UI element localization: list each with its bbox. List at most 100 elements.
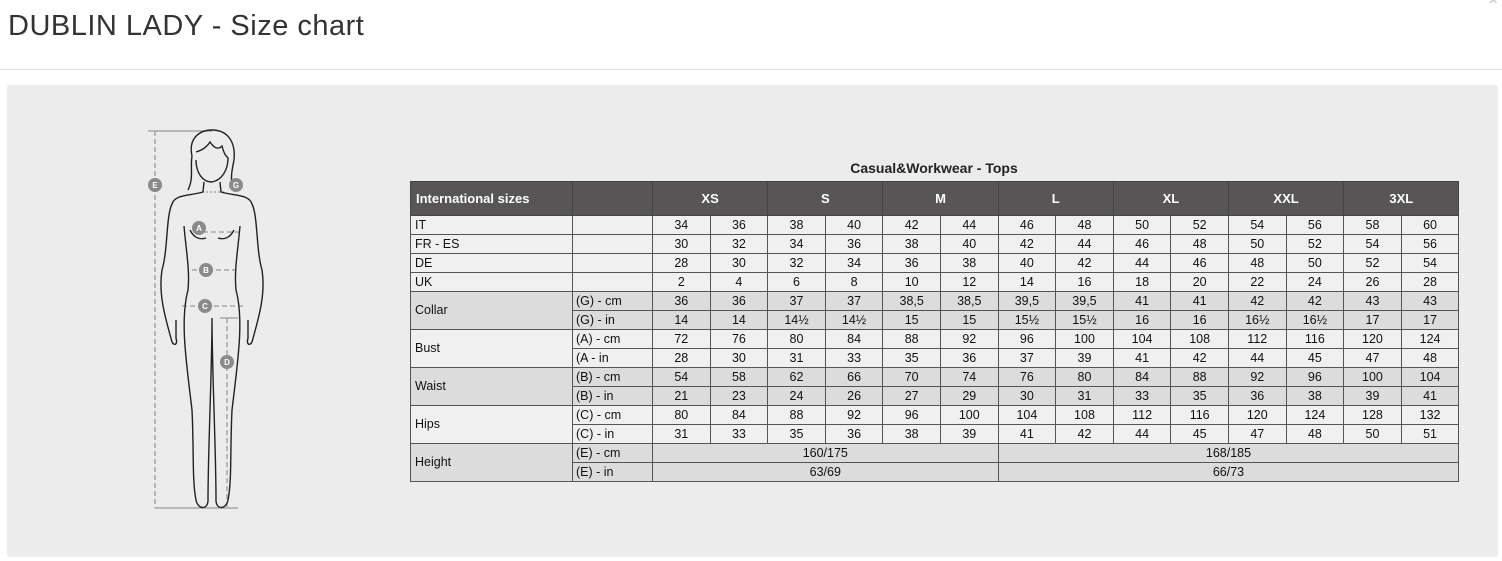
- size-value: 36: [709, 291, 769, 311]
- row-label: Bust: [410, 329, 573, 368]
- size-value: 39: [939, 424, 999, 444]
- size-value: 96: [997, 329, 1057, 349]
- size-value: 29: [939, 386, 999, 406]
- size-value: 104: [997, 405, 1057, 425]
- size-value: 48: [1227, 253, 1287, 273]
- marker-a: [192, 221, 206, 235]
- size-value: 48: [1400, 348, 1460, 368]
- size-value: 37: [767, 291, 826, 311]
- body-outline: [160, 129, 264, 509]
- row-unit: (A) - cm: [572, 329, 653, 349]
- marker-b: [199, 263, 213, 277]
- size-value: 20: [1170, 272, 1229, 292]
- size-value: 100: [1343, 367, 1402, 387]
- size-value: 26: [1343, 272, 1402, 292]
- size-value: 30: [997, 386, 1057, 406]
- size-value: 44: [1055, 234, 1114, 254]
- table-row: (E) - in 63/69 66/73: [411, 462, 1460, 482]
- size-value: 30: [652, 234, 711, 254]
- size-value: 60: [1400, 215, 1460, 235]
- row-unit: [572, 234, 653, 254]
- size-value: 47: [1343, 348, 1402, 368]
- row-unit: [572, 253, 653, 273]
- table-row: Bust (A) - cm 72 76 80 84 88 92 96 100 104 108 112 11…: [410, 329, 1460, 368]
- size-value: 40: [824, 215, 884, 235]
- size-value: 44: [1227, 348, 1287, 368]
- row-label: Collar: [410, 291, 573, 330]
- marker-e: [148, 178, 162, 192]
- size-value: 48: [1285, 424, 1345, 444]
- size-value: 112: [1227, 329, 1287, 349]
- size-value: 51: [1400, 424, 1460, 444]
- size-value: 46: [997, 215, 1057, 235]
- size-value: 100: [939, 405, 999, 425]
- height-range-value: 168/185: [997, 443, 1460, 463]
- table-row: Collar (G) - cm 36 36 37 37 38,5 38,5 39,5 39,5 41…: [410, 291, 1460, 330]
- size-value: 39: [1055, 348, 1114, 368]
- size-value: 16½: [1227, 310, 1287, 330]
- size-value: 8: [824, 272, 884, 292]
- header-international-sizes: International sizes: [410, 181, 573, 216]
- marker-d: [220, 355, 234, 369]
- size-value: 38: [882, 234, 941, 254]
- body-measurement-figure: E G A B C D: [148, 129, 264, 509]
- size-value: 84: [824, 329, 884, 349]
- size-value: 44: [1112, 253, 1172, 273]
- header-blank: [572, 181, 653, 216]
- size-table: International sizes XS S M L XL XXL 3XL IT 34 36 3…: [410, 181, 1460, 482]
- size-value: 40: [939, 234, 999, 254]
- size-value: 14: [709, 310, 769, 330]
- size-value: 36: [652, 291, 711, 311]
- header-size-l: L: [997, 181, 1114, 216]
- row-unit: (E) - cm: [572, 443, 653, 463]
- row-label: Height: [410, 443, 573, 482]
- size-value: 38: [767, 215, 826, 235]
- size-value: 15: [882, 310, 941, 330]
- size-value: 54: [1227, 215, 1287, 235]
- height-range-value: 160/175: [652, 443, 999, 463]
- size-value: 12: [939, 272, 999, 292]
- size-value: 42: [997, 234, 1057, 254]
- size-value: 58: [709, 367, 769, 387]
- size-value: 43: [1343, 291, 1402, 311]
- size-value: 88: [882, 329, 941, 349]
- svg-text:A: A: [196, 224, 202, 233]
- size-value: 47: [1227, 424, 1287, 444]
- size-value: 42: [1170, 348, 1229, 368]
- size-value: 35: [767, 424, 826, 444]
- row-unit: (B) - cm: [572, 367, 653, 387]
- size-value: 84: [1112, 367, 1172, 387]
- row-unit: [572, 272, 653, 292]
- size-value: 35: [1170, 386, 1229, 406]
- size-value: 120: [1343, 329, 1402, 349]
- size-value: 100: [1055, 329, 1114, 349]
- size-value: 38,5: [939, 291, 999, 311]
- svg-text:B: B: [203, 266, 209, 275]
- size-value: 52: [1343, 253, 1402, 273]
- size-value: 39,5: [997, 291, 1057, 311]
- size-value: 46: [1170, 253, 1229, 273]
- size-value: 36: [709, 215, 769, 235]
- size-value: 38,5: [882, 291, 941, 311]
- size-value: 76: [997, 367, 1057, 387]
- table-row: FR - ES 30 32 34 36 38 40 42 44 46 48 50 52 54 56: [410, 234, 1460, 254]
- close-icon[interactable]: ×: [1488, 0, 1498, 9]
- size-value: 96: [882, 405, 941, 425]
- size-value: 132: [1400, 405, 1460, 425]
- size-value: 45: [1170, 424, 1229, 444]
- svg-text:E: E: [152, 181, 158, 190]
- header-divider: [0, 69, 1502, 70]
- size-value: 112: [1112, 405, 1172, 425]
- size-value: 46: [1112, 234, 1172, 254]
- size-value: 30: [709, 253, 769, 273]
- size-value: 43: [1400, 291, 1460, 311]
- table-row: UK 2 4 6 8 10 12 14 16 18 20 22 24 26 28: [410, 272, 1460, 292]
- size-value: 6: [767, 272, 826, 292]
- table-row: (C) - in 31 33 35 36 38 39 41 42 44 45 47 48 50 51: [411, 424, 1460, 444]
- table-row: IT 34 36 38 40 42 44 46 48 50 52 54 56 58 60: [410, 215, 1460, 235]
- height-range-value: 66/73: [997, 462, 1460, 482]
- header-size-xs: XS: [651, 181, 769, 216]
- size-value: 50: [1285, 253, 1345, 273]
- size-value: 80: [652, 405, 711, 425]
- size-value: 36: [882, 253, 941, 273]
